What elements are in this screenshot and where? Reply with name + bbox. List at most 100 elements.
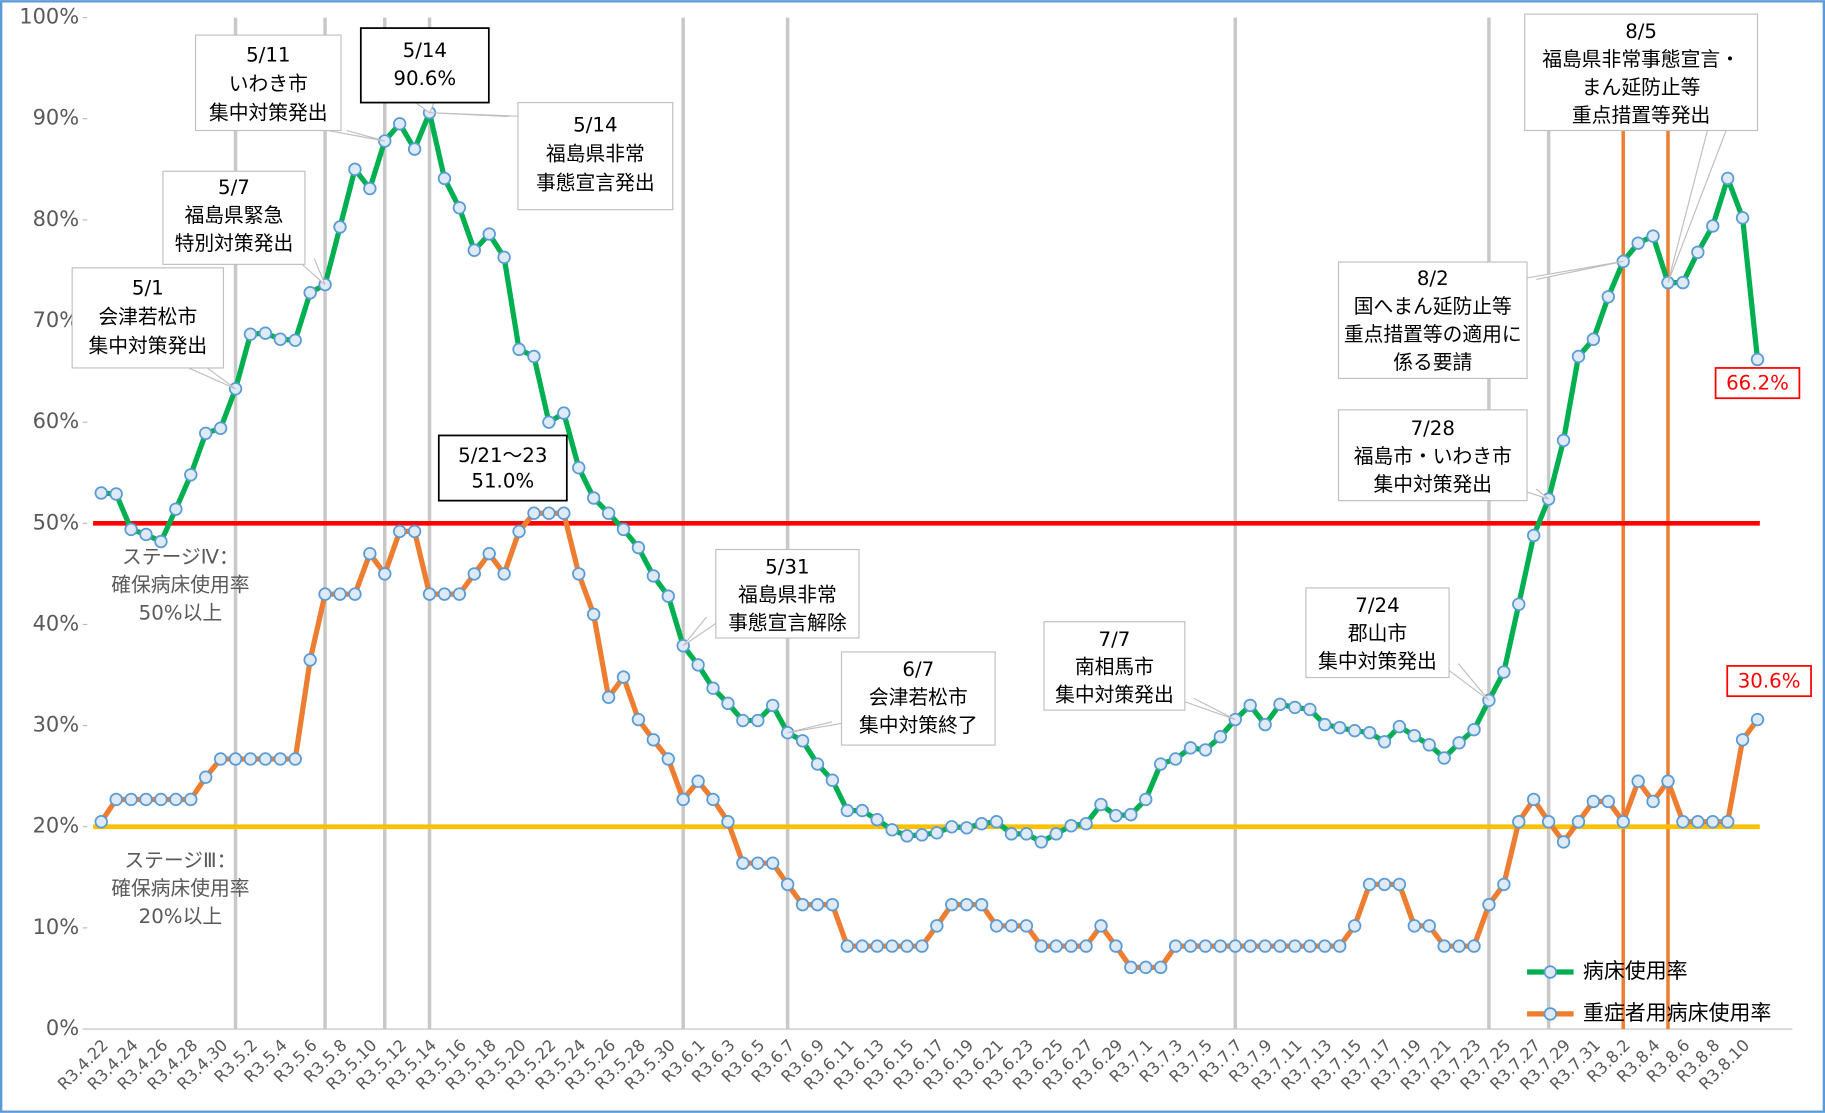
data-point [855,939,869,953]
data-point [1750,712,1765,727]
y-tick-label: 90% [33,106,80,130]
data-point [1079,939,1093,953]
data-point [273,332,288,346]
data-point [467,567,481,581]
data-point [1497,877,1511,892]
data-point [1213,939,1228,953]
annotation-text: 7/28 [1411,417,1455,440]
data-point [1556,433,1571,448]
data-point [601,506,616,520]
data-point [228,752,243,766]
data-point [1661,774,1675,788]
data-point [572,461,586,475]
data-point [691,774,705,788]
annotation-text: 係る要請 [1393,351,1472,374]
data-point [1407,919,1422,933]
annotation-text: 集中対策終了 [859,714,978,737]
annotation-text: 重点措置等の適用に [1344,323,1522,346]
data-point [1303,702,1317,717]
data-point [1198,743,1213,757]
y-tick-label: 50% [33,510,80,534]
data-point [974,817,989,831]
data-point [1303,939,1317,953]
data-point [661,589,675,603]
data-point [930,919,944,933]
data-point [1064,819,1078,833]
data-point [646,733,661,747]
series-line [99,510,1760,970]
data-point [885,939,899,953]
data-point [1124,960,1138,975]
reference-label: 20%以上 [139,905,222,928]
data-point [751,856,765,870]
data-point [870,812,884,827]
data-point [213,421,228,435]
callout-leader [188,367,236,390]
callout-leader [1517,488,1549,500]
annotation-text: 集中対策発出 [1373,473,1492,496]
y-tick-label: 10% [33,915,80,939]
annotation-text: 郡山市 [1348,622,1407,645]
annotation-box [162,170,306,265]
data-point [1541,815,1556,829]
end-label-box [1726,665,1812,698]
annotation-text: まん延防止等 [1582,76,1701,99]
annotation-text: 特別対策発出 [175,232,294,255]
data-point [1049,939,1063,953]
y-tick-label: 80% [33,207,80,231]
data-point [1153,757,1168,771]
annotation-text: 5/1 [132,276,164,299]
data-point [810,897,825,912]
data-point [258,326,273,340]
data-point [1288,939,1302,953]
data-point [109,792,123,807]
data-point [1631,774,1645,788]
data-point [825,773,840,787]
data-point [631,540,646,555]
data-point [1706,219,1720,233]
data-point [139,792,153,807]
data-point [795,734,810,748]
y-tick-label: 40% [33,611,80,635]
data-point [1735,733,1750,747]
annotation-box [715,548,860,639]
data-point [527,349,541,364]
data-point [616,670,631,684]
data-point [1034,835,1048,849]
callout-leader [1517,260,1624,281]
data-point [497,567,511,581]
data-point [900,829,914,843]
data-point [348,587,362,601]
data-point [184,792,198,807]
data-point [273,752,288,766]
data-point [94,486,108,500]
annotation-box [71,267,225,369]
data-point [1109,808,1123,823]
data-point [616,522,631,537]
data-point [139,527,153,542]
annotation-text: 8/2 [1417,267,1449,290]
data-point [527,506,541,520]
data-point [1691,815,1705,829]
data-point [631,712,646,727]
data-point [1079,817,1093,831]
annotation-text: 90.6% [393,67,456,90]
data-point [1094,919,1108,933]
data-point [900,939,914,953]
annotation-text: 集中対策発出 [1318,650,1437,673]
data-point [1183,741,1198,755]
data-point [1362,726,1377,740]
data-point [766,698,780,713]
data-point [855,803,869,818]
data-point [1064,939,1078,953]
data-point [199,770,213,784]
data-point [407,524,422,539]
data-point [169,792,183,807]
reference-label: ステージⅢ： [124,849,236,872]
data-point [1512,815,1526,829]
data-point [184,468,198,482]
data-point [1646,794,1660,809]
data-point [1512,597,1526,611]
data-point [422,587,437,601]
data-point [1556,835,1571,849]
